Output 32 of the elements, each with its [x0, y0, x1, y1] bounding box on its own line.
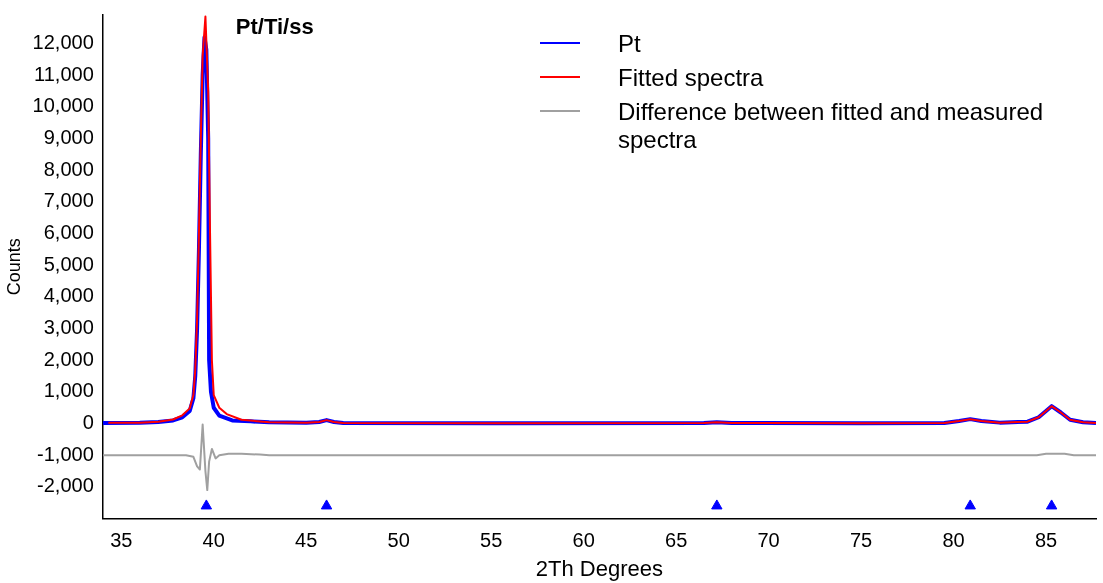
x-axis-title: 2Th Degrees [535, 555, 663, 581]
x-tick-label: 35 [110, 529, 133, 552]
y-tick-label: -2,000 [37, 474, 94, 497]
y-tick-label: 8,000 [43, 157, 94, 180]
y-tick-label: 6,000 [43, 221, 94, 244]
y-tick-label: 0 [82, 411, 94, 434]
x-tick-label: 75 [849, 529, 873, 552]
x-tick-label: 85 [1034, 529, 1058, 552]
y-tick-label: 11,000 [34, 62, 94, 85]
y-tick-label: 1,000 [43, 379, 94, 402]
y-axis-title: Counts [3, 238, 24, 296]
x-tick-label: 55 [480, 529, 503, 552]
x-tick-label: 40 [202, 529, 225, 552]
y-tick-label: 7,000 [43, 189, 94, 212]
x-tick-label: 80 [942, 529, 965, 552]
y-tick-label: 2,000 [43, 347, 94, 370]
x-tick-label: 50 [387, 529, 410, 552]
y-tick-label: 9,000 [43, 126, 94, 149]
y-tick-label: 4,000 [43, 284, 94, 307]
x-tick-label: 45 [295, 529, 318, 552]
y-tick-label: 5,000 [43, 252, 94, 275]
x-tick-label: 60 [572, 529, 595, 552]
legend-label: Fitted spectra [618, 64, 764, 92]
y-tick-label: 10,000 [32, 94, 94, 117]
legend-label: Difference between fitted and measured spectra [618, 98, 1045, 154]
y-tick-label: -1,000 [37, 442, 94, 465]
y-tick-label: 3,000 [43, 316, 94, 339]
x-tick-label: 65 [665, 529, 688, 552]
legend-label: Pt [618, 30, 641, 58]
x-tick-label: 70 [757, 529, 780, 552]
y-tick-label: 12,000 [32, 31, 94, 54]
chart-title: Pt/Ti/ss [235, 14, 314, 40]
